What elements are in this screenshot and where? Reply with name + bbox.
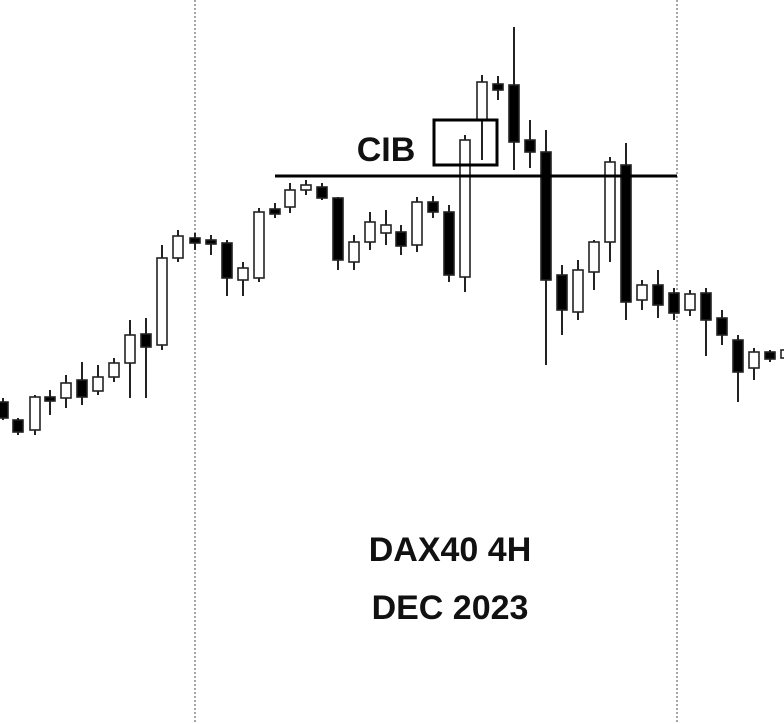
candle-body [620,164,632,303]
candle-body [572,269,584,313]
candle-body [205,239,217,245]
candle-body [459,139,471,278]
candle-body [60,382,72,399]
candle-body [269,208,281,215]
candle-body [300,184,312,191]
candle-body [156,257,168,346]
candle-body [443,211,455,276]
candle-body [780,349,784,359]
candle-body [29,396,41,431]
candle-body [364,221,376,243]
candle-body [636,284,648,301]
candle-body [732,339,744,373]
candle-body [332,197,344,261]
annotation-label: CIB [357,131,416,169]
candle-body [427,201,439,213]
candle-body [348,241,360,263]
candle-body [668,292,680,314]
candle-body [476,81,488,121]
candle-body [395,231,407,247]
caption-line: DAX40 4H [369,531,532,569]
candle-body [492,83,504,91]
candle-body [588,241,600,273]
candle-body [284,189,296,208]
candle-body [716,317,728,336]
candle-body [0,401,9,419]
candle-body [700,292,712,321]
candle-body [524,139,536,153]
candle-body [556,274,568,311]
candle-body [764,351,776,360]
candle-body [316,186,328,199]
candle-body [92,376,104,392]
candle-body [652,284,664,306]
candle-body [172,235,184,259]
candle-body [411,201,423,246]
candle-body [189,237,201,244]
cib-box [432,118,499,167]
candle-body [140,333,152,348]
candle-body [44,396,56,402]
candle-body [253,211,265,279]
candle-body [76,379,88,398]
candles [0,27,784,435]
candle-body [380,224,392,234]
candle-body [540,151,552,281]
caption-line: DEC 2023 [372,589,529,627]
candle-body [508,84,520,143]
candle-body [108,362,120,378]
candle-body [124,334,136,364]
candle-body [221,242,233,279]
candle-body [12,419,24,433]
candle-body [684,293,696,311]
candle-body [604,161,616,243]
candle-body [237,267,249,281]
candle-body [748,351,760,369]
